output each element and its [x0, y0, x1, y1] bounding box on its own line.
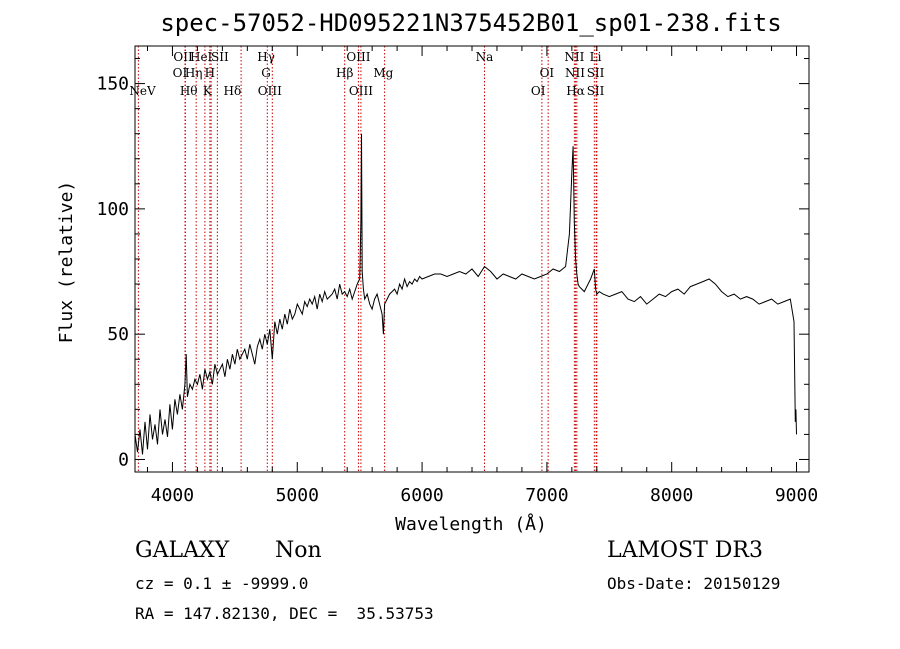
spectrum-line — [134, 133, 797, 455]
line-label: H — [205, 66, 215, 80]
line-label: OI — [173, 66, 188, 80]
line-label: HeI — [190, 50, 213, 64]
x-tick-label: 8000 — [650, 485, 693, 506]
y-tick-label: 100 — [96, 199, 129, 220]
x-axis-label: Wavelength (Å) — [395, 513, 547, 535]
object-subclass: Non — [275, 538, 322, 563]
x-tick-label: 5000 — [276, 485, 319, 506]
line-label: NeV — [129, 84, 156, 98]
line-label: Li — [590, 50, 602, 64]
line-label: OI — [531, 84, 546, 98]
y-axis: 0 50 100 150 — [96, 58, 809, 470]
line-label: OII — [173, 50, 193, 64]
line-label: Mg — [373, 66, 393, 80]
line-label: OIII — [258, 84, 282, 98]
x-axis: 4000 5000 6000 7000 8000 9000 — [146, 46, 818, 506]
observation-date: Obs-Date: 20150129 — [607, 574, 781, 593]
line-label: K — [203, 84, 213, 98]
chart-title: spec-57052-HD095221N375452B01_sp01-238.f… — [160, 9, 781, 37]
y-tick-label: 50 — [107, 324, 129, 345]
plot-frame — [134, 45, 810, 473]
line-label: Na — [476, 50, 494, 64]
line-label: SII — [211, 50, 229, 64]
line-label: SII — [587, 84, 605, 98]
emission-line-markers — [137, 46, 598, 472]
line-label: Hγ — [257, 50, 275, 64]
y-tick-label: 0 — [118, 449, 129, 470]
line-label: Hα — [566, 84, 585, 98]
redshift-cz: cz = 0.1 ± -9999.0 — [135, 574, 309, 593]
line-label: Hθ — [180, 84, 198, 98]
object-class: GALAXY — [135, 538, 230, 563]
line-label: NII — [565, 66, 585, 80]
line-label: OI — [540, 66, 555, 80]
line-label: OIII — [346, 50, 370, 64]
line-label: Hη — [185, 66, 203, 80]
x-tick-label: 7000 — [525, 485, 568, 506]
survey-name: LAMOST DR3 — [607, 538, 763, 563]
y-axis-label: Flux (relative) — [56, 181, 77, 344]
coordinates: RA = 147.82130, DEC = 35.53753 — [135, 604, 434, 623]
line-label: OIII — [349, 84, 373, 98]
line-label: NII — [564, 50, 584, 64]
line-label: G — [261, 66, 271, 80]
x-tick-label: 6000 — [400, 485, 443, 506]
x-tick-label: 9000 — [775, 485, 818, 506]
line-label: Hβ — [336, 66, 353, 80]
y-tick-label: 150 — [96, 74, 129, 95]
line-label: SII — [587, 66, 605, 80]
line-label: Hδ — [224, 84, 242, 98]
x-tick-label: 4000 — [151, 485, 194, 506]
